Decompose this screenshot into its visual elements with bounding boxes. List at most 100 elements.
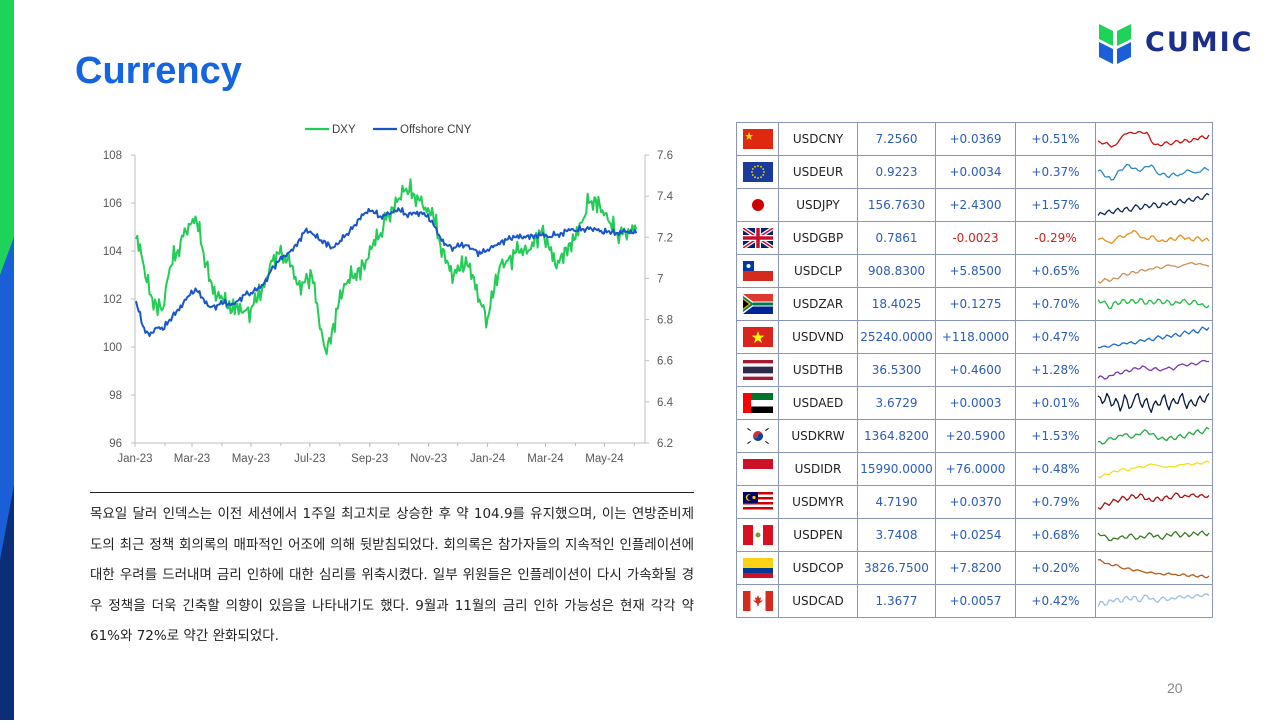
x-tick-label: Mar-23 (174, 453, 210, 465)
currency-pair: USDEUR (778, 155, 858, 189)
sparkline (1097, 392, 1210, 413)
japan-flag-icon (742, 195, 773, 215)
currency-pair: USDMYR (778, 485, 858, 519)
currency-row: USDVND 25240.0000 +118.0000 +0.47% (736, 320, 1213, 354)
sparkline-path (1097, 192, 1210, 216)
flag-cell (736, 386, 779, 420)
currency-change-percent: +0.47% (1015, 320, 1096, 354)
currency-change-percent: +1.28% (1015, 353, 1096, 387)
colombia-flag-icon (742, 558, 773, 578)
thailand-flag-icon (742, 360, 773, 380)
currency-change-percent: +0.42% (1015, 584, 1096, 618)
currency-price: 4.7190 (857, 485, 936, 519)
flag-cell (736, 419, 779, 453)
currency-pair: USDKRW (778, 419, 858, 453)
page-number: 20 (1167, 680, 1183, 696)
flag-cell (736, 485, 779, 519)
currency-price: 908.8300 (857, 254, 936, 288)
flag-cell (736, 353, 779, 387)
uae-flag-icon (742, 393, 773, 413)
currency-row: USDPEN 3.7408 +0.0254 +0.68% (736, 518, 1213, 552)
y-right-tick-label: 6.4 (657, 397, 674, 409)
flag-cell (736, 518, 779, 552)
currency-row: USDTHB 36.5300 +0.4600 +1.28% (736, 353, 1213, 387)
y-left-tick-label: 102 (103, 294, 122, 306)
flag-cell (736, 320, 779, 354)
sparkline-cell (1095, 254, 1213, 288)
currency-row: USDCAD 1.3677 +0.0057 +0.42% (736, 584, 1213, 618)
y-right-tick-label: 7 (657, 273, 663, 285)
sparkline-path (1097, 491, 1210, 510)
sparkline-path (1097, 592, 1210, 607)
peru-flag-icon (742, 525, 773, 545)
canada-flag-icon (742, 591, 773, 611)
currency-row: USDZAR 18.4025 +0.1275 +0.70% (736, 287, 1213, 321)
currency-pair: USDVND (778, 320, 858, 354)
sparkline-path (1097, 359, 1210, 380)
chart-axes: Jan-23 Mar-23 May-23 Jul-23 Sep-23 Nov-23 Jan-… (103, 150, 674, 465)
currency-price: 156.7630 (857, 188, 936, 222)
sparkline-path (1097, 163, 1210, 181)
currency-change-percent: -0.29% (1015, 221, 1096, 255)
currency-row: USDAED 3.6729 +0.0003 +0.01% (736, 386, 1213, 420)
sparkline-path (1097, 392, 1210, 413)
currency-change-percent: +0.48% (1015, 452, 1096, 486)
uk-flag-icon (742, 228, 773, 248)
currency-price: 1.3677 (857, 584, 936, 618)
x-tick-label: Mar-24 (527, 453, 564, 465)
vietnam-flag-icon (742, 327, 773, 347)
currency-change: +0.0003 (935, 386, 1016, 420)
sparkline-cell (1095, 485, 1213, 519)
currency-price: 36.5300 (857, 353, 936, 387)
currency-price: 0.9223 (857, 155, 936, 189)
currency-change-percent: +0.68% (1015, 518, 1096, 552)
currency-pair: USDIDR (778, 452, 858, 486)
currency-change-percent: +1.57% (1015, 188, 1096, 222)
sparkline (1097, 426, 1210, 445)
y-left-tick-label: 104 (103, 246, 123, 258)
y-left-tick-label: 106 (103, 198, 122, 210)
currency-row: USDGBP 0.7861 -0.0023 -0.29% (736, 221, 1213, 255)
y-right-tick-label: 7.6 (657, 150, 673, 162)
y-left-tick-label: 98 (109, 390, 122, 402)
currency-pair: USDPEN (778, 518, 858, 552)
x-tick-label: Jan-23 (117, 453, 152, 465)
sparkline-cell (1095, 122, 1213, 156)
sparkline-cell (1095, 551, 1213, 585)
flag-cell (736, 287, 779, 321)
flag-cell (736, 254, 779, 288)
currency-change: -0.0023 (935, 221, 1016, 255)
market-commentary: 목요일 달러 인덱스는 이전 세션에서 1주일 최고치로 상승한 후 약 104… (90, 492, 694, 652)
currency-change-percent: +0.70% (1015, 287, 1096, 321)
sparkline-path (1097, 558, 1210, 578)
currency-change-percent: +0.20% (1015, 551, 1096, 585)
currency-price: 3.6729 (857, 386, 936, 420)
currency-row: USDEUR 0.9223 +0.0034 +0.37% (736, 155, 1213, 189)
indonesia-flag-icon (742, 459, 773, 479)
sparkline (1097, 325, 1210, 348)
legend-label: DXY (332, 124, 356, 136)
x-tick-label: Jul-23 (294, 453, 325, 465)
currency-price: 25240.0000 (857, 320, 936, 354)
currency-price: 18.4025 (857, 287, 936, 321)
sparkline (1097, 491, 1210, 510)
flag-cell (736, 221, 779, 255)
eu-flag-icon (742, 162, 773, 182)
y-right-tick-label: 7.4 (657, 191, 674, 203)
sparkline (1097, 229, 1210, 244)
sparkline (1097, 529, 1210, 541)
sparkline-path (1097, 325, 1210, 348)
sparkline (1097, 592, 1210, 607)
sparkline-cell (1095, 353, 1213, 387)
x-tick-label: Sep-23 (351, 453, 388, 465)
currency-change-percent: +0.51% (1015, 122, 1096, 156)
chart-plot-area (135, 178, 638, 356)
currency-pair: USDCAD (778, 584, 858, 618)
sparkline (1097, 130, 1210, 148)
currency-price: 0.7861 (857, 221, 936, 255)
currency-price: 3826.7500 (857, 551, 936, 585)
currency-change-percent: +0.79% (1015, 485, 1096, 519)
y-left-tick-label: 96 (109, 438, 122, 450)
flag-cell (736, 584, 779, 618)
currency-pair: USDAED (778, 386, 858, 420)
